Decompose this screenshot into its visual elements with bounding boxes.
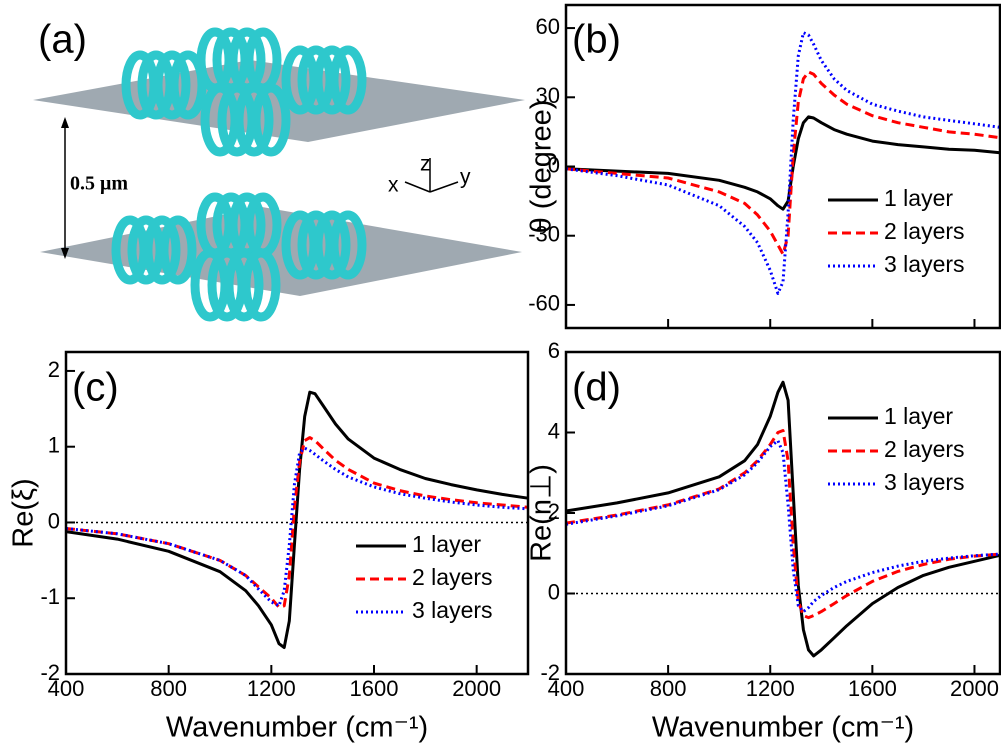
y-tick-label: -60 — [528, 291, 560, 316]
legend-label: 2 layers — [412, 564, 493, 590]
axis-icon-label: y — [460, 166, 471, 189]
axes-icon — [405, 158, 458, 192]
legend-label: 1 layer — [884, 403, 953, 429]
x-tick-label: 2000 — [950, 676, 999, 701]
legend-label: 2 layers — [884, 436, 965, 462]
x-tick-label: 800 — [150, 676, 187, 701]
y-axis-label: Re(n⊥) — [526, 464, 558, 562]
y-tick-label: 1 — [48, 433, 60, 458]
series-line — [566, 441, 1000, 612]
x-tick-label: 400 — [48, 676, 85, 701]
y-tick-label: 4 — [548, 418, 560, 443]
x-axis-label: Wavenumber (cm⁻¹) — [652, 712, 914, 744]
x-tick-label: 1200 — [247, 676, 296, 701]
x-axis-label: Wavenumber (cm⁻¹) — [166, 712, 428, 744]
y-tick-label: 0 — [48, 508, 60, 533]
y-axis-label: θ (degree) — [526, 100, 558, 234]
panel-label: (a) — [38, 18, 87, 62]
arrow-head — [61, 117, 69, 128]
x-tick-label: 800 — [650, 676, 687, 701]
y-tick-label: 60 — [536, 14, 560, 39]
x-tick-label: 1600 — [350, 676, 399, 701]
illustration: 0.5 μm z x y (a) — [33, 18, 525, 317]
axis-icon-label: z — [420, 153, 431, 176]
y-tick-label: -1 — [40, 584, 60, 609]
x-tick-label: 1200 — [746, 676, 795, 701]
y-tick-label: 2 — [48, 357, 60, 382]
y-tick-label: 6 — [548, 338, 560, 363]
scale-label: 0.5 μm — [70, 173, 128, 195]
axis-icon-label: x — [388, 174, 399, 197]
legend-label: 1 layer — [884, 185, 953, 211]
legend-label: 3 layers — [884, 469, 965, 495]
panel-label: (b) — [572, 18, 621, 62]
y-tick-label: 0 — [548, 579, 560, 604]
legend-label: 3 layers — [412, 597, 493, 623]
legend-label: 3 layers — [884, 251, 965, 277]
panel-label: (d) — [572, 366, 621, 410]
panel-label: (c) — [72, 366, 119, 410]
x-tick-label: 400 — [548, 676, 585, 701]
y-axis-label: Re(ξ) — [8, 478, 40, 547]
figure: 0.5 μm z x y (a) -60-3003060(b)θ (degree… — [0, 0, 1001, 749]
legend-label: 1 layer — [412, 531, 481, 557]
x-tick-label: 1600 — [848, 676, 897, 701]
x-tick-label: 2000 — [452, 676, 501, 701]
legend-label: 2 layers — [884, 218, 965, 244]
